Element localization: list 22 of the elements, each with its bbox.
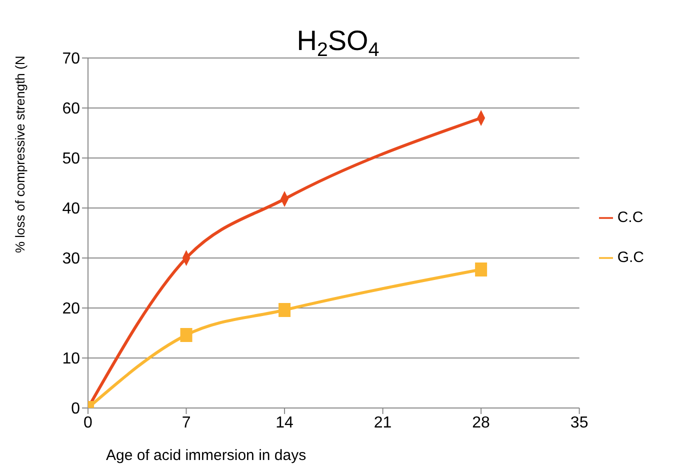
- x-tick-label: 14: [276, 414, 294, 432]
- point: [180, 328, 192, 342]
- x-tick-label: 35: [570, 414, 588, 432]
- y-tick-label: 50: [62, 150, 80, 168]
- y-tick-label: 40: [62, 200, 80, 218]
- x-tick-label: 28: [472, 414, 490, 432]
- legend-label: C.C: [617, 209, 644, 226]
- y-tick-label: 60: [62, 100, 80, 118]
- x-tick-label: 21: [374, 414, 392, 432]
- y-tick-label: 30: [62, 250, 80, 268]
- chart-title: H$_{2}$SO$_{4}$: [296, 25, 380, 61]
- y-tick-label: 70: [62, 50, 80, 68]
- y-tick-label: 20: [62, 300, 80, 318]
- x-tick-label: 7: [182, 414, 191, 432]
- x-axis-title: Age of acid immersion in days: [106, 447, 306, 464]
- legend-label: G.C: [617, 249, 644, 266]
- x-tick-label: 0: [84, 414, 93, 432]
- point: [475, 262, 488, 276]
- y-axis-title: % loss of compressive strength (N: [12, 56, 28, 253]
- y-tick-label: 0: [71, 400, 80, 418]
- point: [278, 303, 291, 317]
- y-tick-label: 10: [62, 350, 80, 368]
